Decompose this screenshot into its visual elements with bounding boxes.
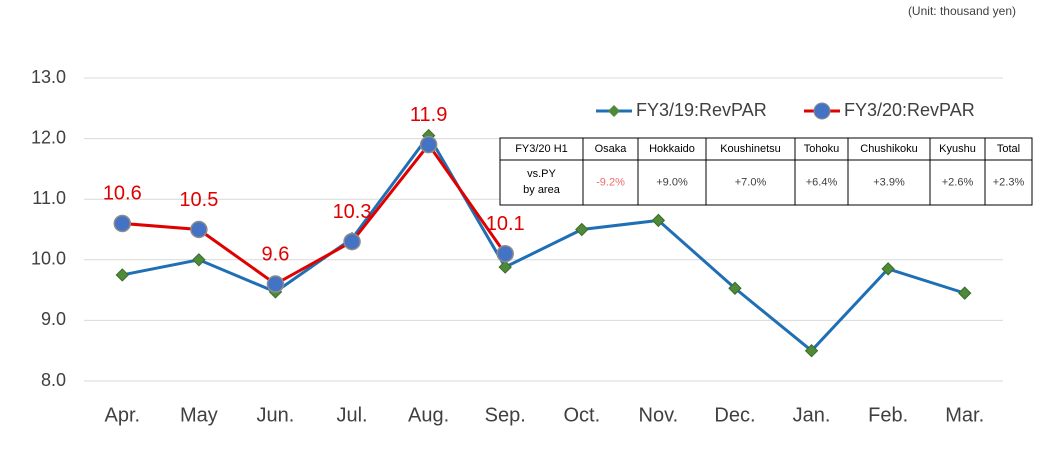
table-row-label: vs.PY xyxy=(527,168,556,180)
y-tick-label: 9.0 xyxy=(41,309,66,329)
marker xyxy=(266,275,285,293)
table-cell: +3.9% xyxy=(873,176,905,188)
marker xyxy=(190,220,208,239)
data-label: 11.9 xyxy=(410,104,447,126)
table-header: FY3/20 H1 xyxy=(515,143,568,155)
x-tick-label: Mar. xyxy=(945,404,984,426)
table-cell: -9.2% xyxy=(596,176,625,188)
data-label: 10.6 xyxy=(103,183,142,205)
marker xyxy=(804,343,819,358)
table-cell: +7.0% xyxy=(735,176,767,188)
table-header: Chushikoku xyxy=(860,143,917,155)
data-label: 9.6 xyxy=(262,243,290,265)
legend-label: FY3/19:RevPAR xyxy=(636,100,767,120)
x-tick-label: Aug. xyxy=(408,404,449,426)
marker xyxy=(881,262,895,276)
data-label: 10.1 xyxy=(486,213,525,235)
table-cell: +2.6% xyxy=(942,176,974,188)
marker xyxy=(575,222,589,237)
x-tick-label: Sep. xyxy=(485,404,526,426)
marker xyxy=(115,268,129,282)
marker xyxy=(496,244,514,263)
marker xyxy=(419,135,438,154)
table-cell: +9.0% xyxy=(656,176,688,188)
data-label: 10.3 xyxy=(333,201,372,223)
x-tick-label: Nov. xyxy=(639,404,679,426)
legend-label: FY3/20:RevPAR xyxy=(844,100,975,120)
table-header: Koushinetsu xyxy=(720,143,781,155)
table-header: Hokkaido xyxy=(649,143,695,155)
table-row-label: by area xyxy=(523,184,561,196)
marker xyxy=(958,286,972,300)
x-tick-label: Dec. xyxy=(714,404,755,426)
series-line xyxy=(122,132,966,353)
data-label: 10.5 xyxy=(179,189,218,211)
y-tick-label: 8.0 xyxy=(41,370,66,390)
x-tick-label: Oct. xyxy=(563,404,600,426)
marker xyxy=(728,281,742,295)
x-tick-label: Jun. xyxy=(257,404,295,426)
marker xyxy=(192,253,206,267)
table-bg xyxy=(499,137,1033,206)
legend-marker xyxy=(813,102,831,120)
marker xyxy=(651,213,666,228)
y-tick-label: 11.0 xyxy=(32,188,66,208)
series-line xyxy=(122,142,507,286)
table-header: Total xyxy=(997,143,1020,155)
y-tick-label: 12.0 xyxy=(31,127,66,147)
marker xyxy=(498,260,512,274)
x-tick-label: May xyxy=(180,404,218,426)
marker xyxy=(113,214,132,233)
x-tick-label: Apr. xyxy=(105,404,141,426)
table-cell: +6.4% xyxy=(806,176,838,188)
unit-note: (Unit: thousand yen) xyxy=(908,4,1016,18)
table-header: Tohoku xyxy=(804,143,839,155)
marker xyxy=(343,232,361,251)
x-tick-label: Feb. xyxy=(868,404,908,426)
x-tick-label: Jul. xyxy=(336,404,367,426)
legend-marker xyxy=(608,105,620,117)
table-cell: +2.3% xyxy=(993,176,1025,188)
table-header: Osaka xyxy=(595,143,628,155)
x-tick-label: Jan. xyxy=(793,404,831,426)
table-header: Kyushu xyxy=(939,143,976,155)
y-tick-label: 13.0 xyxy=(31,67,66,87)
y-tick-label: 10.0 xyxy=(31,249,66,269)
